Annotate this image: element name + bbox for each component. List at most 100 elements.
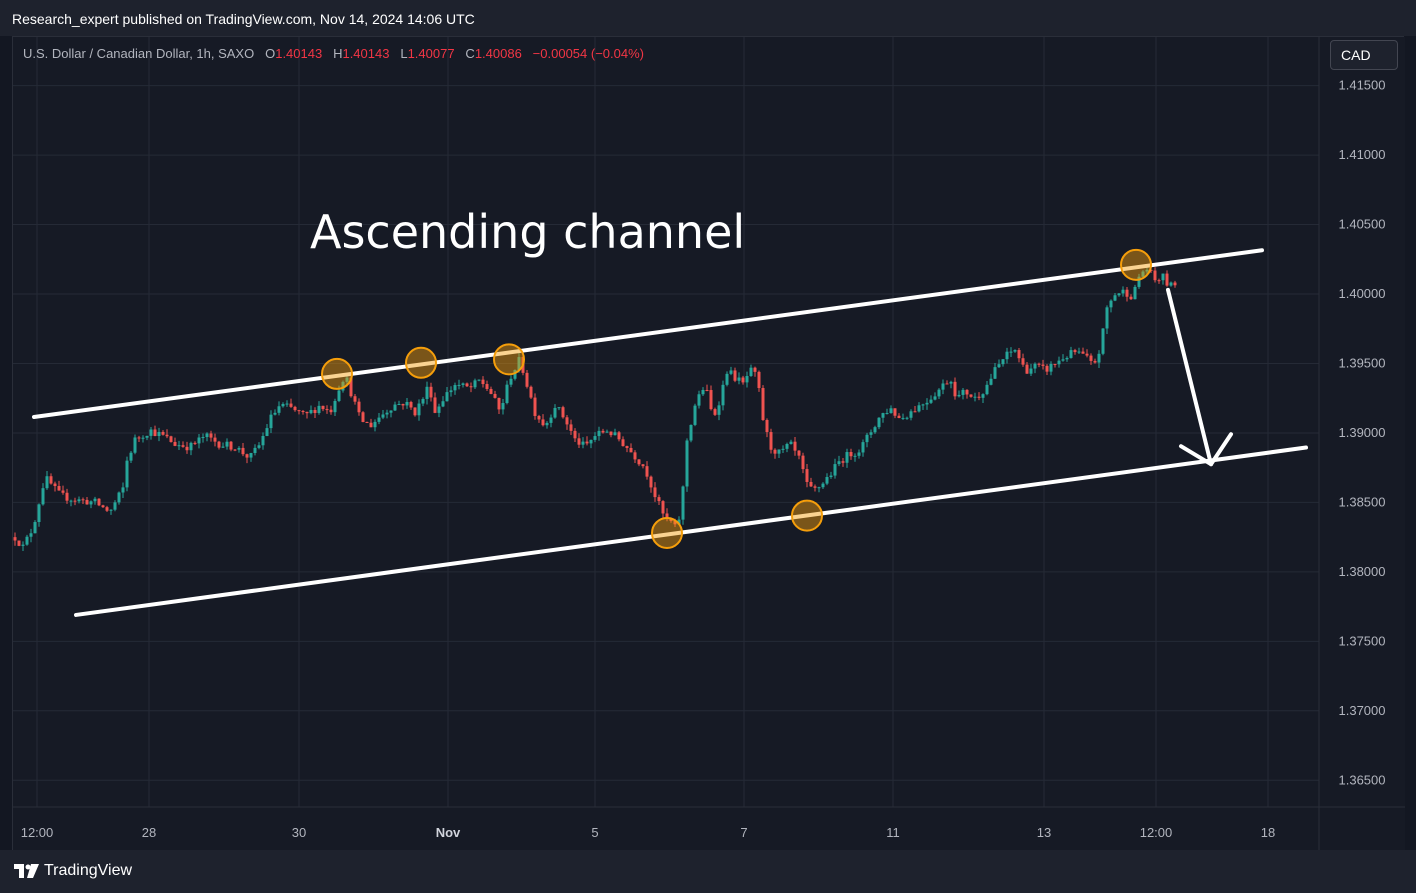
- candle-body: [413, 407, 417, 416]
- candle-body: [197, 437, 201, 444]
- candle-body: [557, 407, 561, 409]
- candle-body: [1125, 289, 1129, 297]
- tradingview-logo[interactable]: TradingView: [14, 862, 132, 880]
- chart-title: Ascending channel: [310, 205, 745, 259]
- candle-body: [849, 452, 853, 457]
- candle-body: [733, 370, 737, 381]
- candle-body: [1037, 363, 1041, 365]
- candle-body: [961, 389, 965, 395]
- candle-body: [1165, 273, 1169, 286]
- candle-body: [785, 443, 789, 449]
- candle-body: [945, 383, 949, 385]
- candle-body: [501, 403, 505, 410]
- candle-body: [229, 441, 233, 450]
- candle-body: [349, 377, 353, 397]
- candle-body: [73, 500, 77, 502]
- candle-body: [1001, 359, 1005, 365]
- candle-body: [497, 397, 501, 410]
- candle-body: [841, 461, 845, 463]
- candle-body: [697, 394, 701, 406]
- touch-point-marker: [1120, 248, 1152, 281]
- candle-body: [149, 429, 153, 436]
- candle-body: [641, 464, 645, 467]
- candle-body: [185, 446, 189, 451]
- symbol-name: U.S. Dollar / Canadian Dollar, 1h, SAXO: [23, 46, 255, 61]
- candle-body: [517, 357, 521, 371]
- candle-body: [665, 513, 669, 519]
- candle-body: [453, 385, 457, 391]
- candle-body: [1005, 351, 1009, 360]
- candle-body: [465, 383, 469, 387]
- x-tick-label: 30: [292, 825, 306, 840]
- high-value: 1.40143: [342, 46, 390, 61]
- candle-body: [1141, 271, 1145, 277]
- candle-body: [597, 430, 601, 437]
- candle-body: [509, 378, 513, 385]
- candle-body: [205, 433, 209, 438]
- candle-body: [657, 497, 661, 502]
- candle-body: [889, 408, 893, 414]
- candle-body: [577, 438, 581, 445]
- change-value: −0.00054 (−0.04%): [532, 46, 644, 61]
- candle-body: [177, 445, 181, 447]
- x-tick-label: 18: [1261, 825, 1275, 840]
- price-chart[interactable]: 1.41500 1.41000 1.40500 1.40000 1.39500 1.390…: [13, 37, 1405, 851]
- candle-body: [833, 464, 837, 476]
- candle-body: [681, 486, 685, 520]
- candle-body: [1129, 296, 1133, 300]
- candle-body: [289, 403, 293, 407]
- candle-body: [389, 410, 393, 413]
- candle-body: [921, 404, 925, 406]
- candle-body: [493, 393, 497, 398]
- candle-body: [1077, 351, 1081, 353]
- candle-body: [861, 442, 865, 453]
- candle-body: [669, 518, 673, 521]
- candle-body: [17, 540, 21, 546]
- candle-body: [757, 371, 761, 389]
- candle-body: [845, 452, 849, 463]
- candle-body: [969, 394, 973, 397]
- candle-body: [237, 447, 241, 450]
- candle-body: [373, 421, 377, 428]
- open-label: O: [265, 46, 276, 61]
- top-bar: [0, 0, 1416, 36]
- candle-body: [353, 396, 357, 402]
- candle-body: [937, 389, 941, 397]
- candle-body: [481, 379, 485, 385]
- x-tick-label: 12:00: [21, 825, 54, 840]
- candle-body: [13, 537, 17, 541]
- chart-panel[interactable]: 1.41500 1.41000 1.40500 1.40000 1.39500 1.390…: [12, 36, 1405, 851]
- candle-body: [997, 364, 1001, 368]
- candle-body: [313, 410, 317, 414]
- candle-body: [1161, 273, 1165, 281]
- candle-body: [417, 403, 421, 416]
- candle-body: [1081, 351, 1085, 354]
- candle-body: [773, 449, 777, 454]
- candle-body: [137, 437, 141, 439]
- tradingview-logo-icon: [14, 864, 39, 878]
- currency-button[interactable]: CAD: [1330, 40, 1398, 70]
- candle-body: [885, 413, 889, 415]
- candle-body: [769, 432, 773, 450]
- candle-body: [1085, 353, 1089, 356]
- candle-body: [437, 406, 441, 413]
- candle-body: [129, 452, 133, 461]
- candle-body: [1101, 328, 1105, 354]
- candle-body: [981, 394, 985, 398]
- y-tick-label: 1.36500: [1339, 772, 1386, 787]
- candle-body: [965, 389, 969, 395]
- candle-body: [1053, 363, 1057, 365]
- candle-body: [249, 453, 253, 458]
- candle-body: [325, 409, 329, 411]
- candle-body: [633, 452, 637, 460]
- candle-body: [573, 430, 577, 439]
- touch-point-marker: [651, 516, 683, 549]
- candle-body: [905, 417, 909, 419]
- touch-point-marker: [791, 499, 823, 532]
- candle-body: [341, 381, 345, 391]
- candle-body: [321, 405, 325, 410]
- candle-body: [513, 370, 517, 379]
- candle-body: [209, 433, 213, 438]
- candle-body: [613, 432, 617, 436]
- candle-body: [929, 399, 933, 403]
